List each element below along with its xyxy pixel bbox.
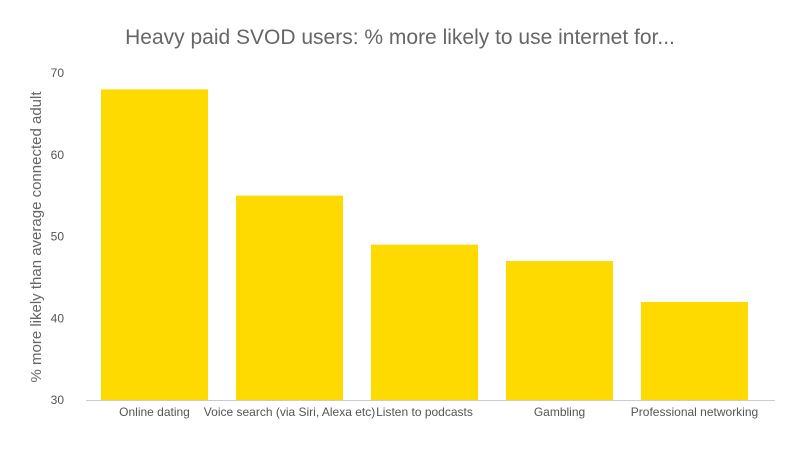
bars: [101, 89, 748, 400]
chart-title: Heavy paid SVOD users: % more likely to …: [125, 26, 675, 49]
x-tick-label: Voice search (via Siri, Alexa etc): [204, 405, 375, 419]
x-tick-label: Professional networking: [631, 405, 758, 419]
y-tick-label: 30: [51, 393, 65, 407]
bar: [641, 301, 748, 400]
y-tick-label: 50: [51, 230, 65, 244]
x-tick-label: Online dating: [119, 405, 190, 419]
bar: [506, 261, 613, 400]
x-axis-ticks: Online dating Voice search (via Siri, Ale…: [119, 405, 758, 419]
bar: [236, 195, 343, 400]
bar: [371, 244, 478, 400]
y-tick-label: 70: [51, 66, 65, 80]
bar: [101, 89, 208, 400]
y-axis-label: % more likely than average connected adu…: [28, 91, 45, 383]
y-axis-ticks: 30 40 50 60 70: [51, 66, 65, 407]
y-tick-label: 40: [51, 311, 65, 325]
x-tick-label: Listen to podcasts: [376, 405, 473, 419]
x-tick-label: Gambling: [534, 405, 585, 419]
y-tick-label: 60: [51, 148, 65, 162]
